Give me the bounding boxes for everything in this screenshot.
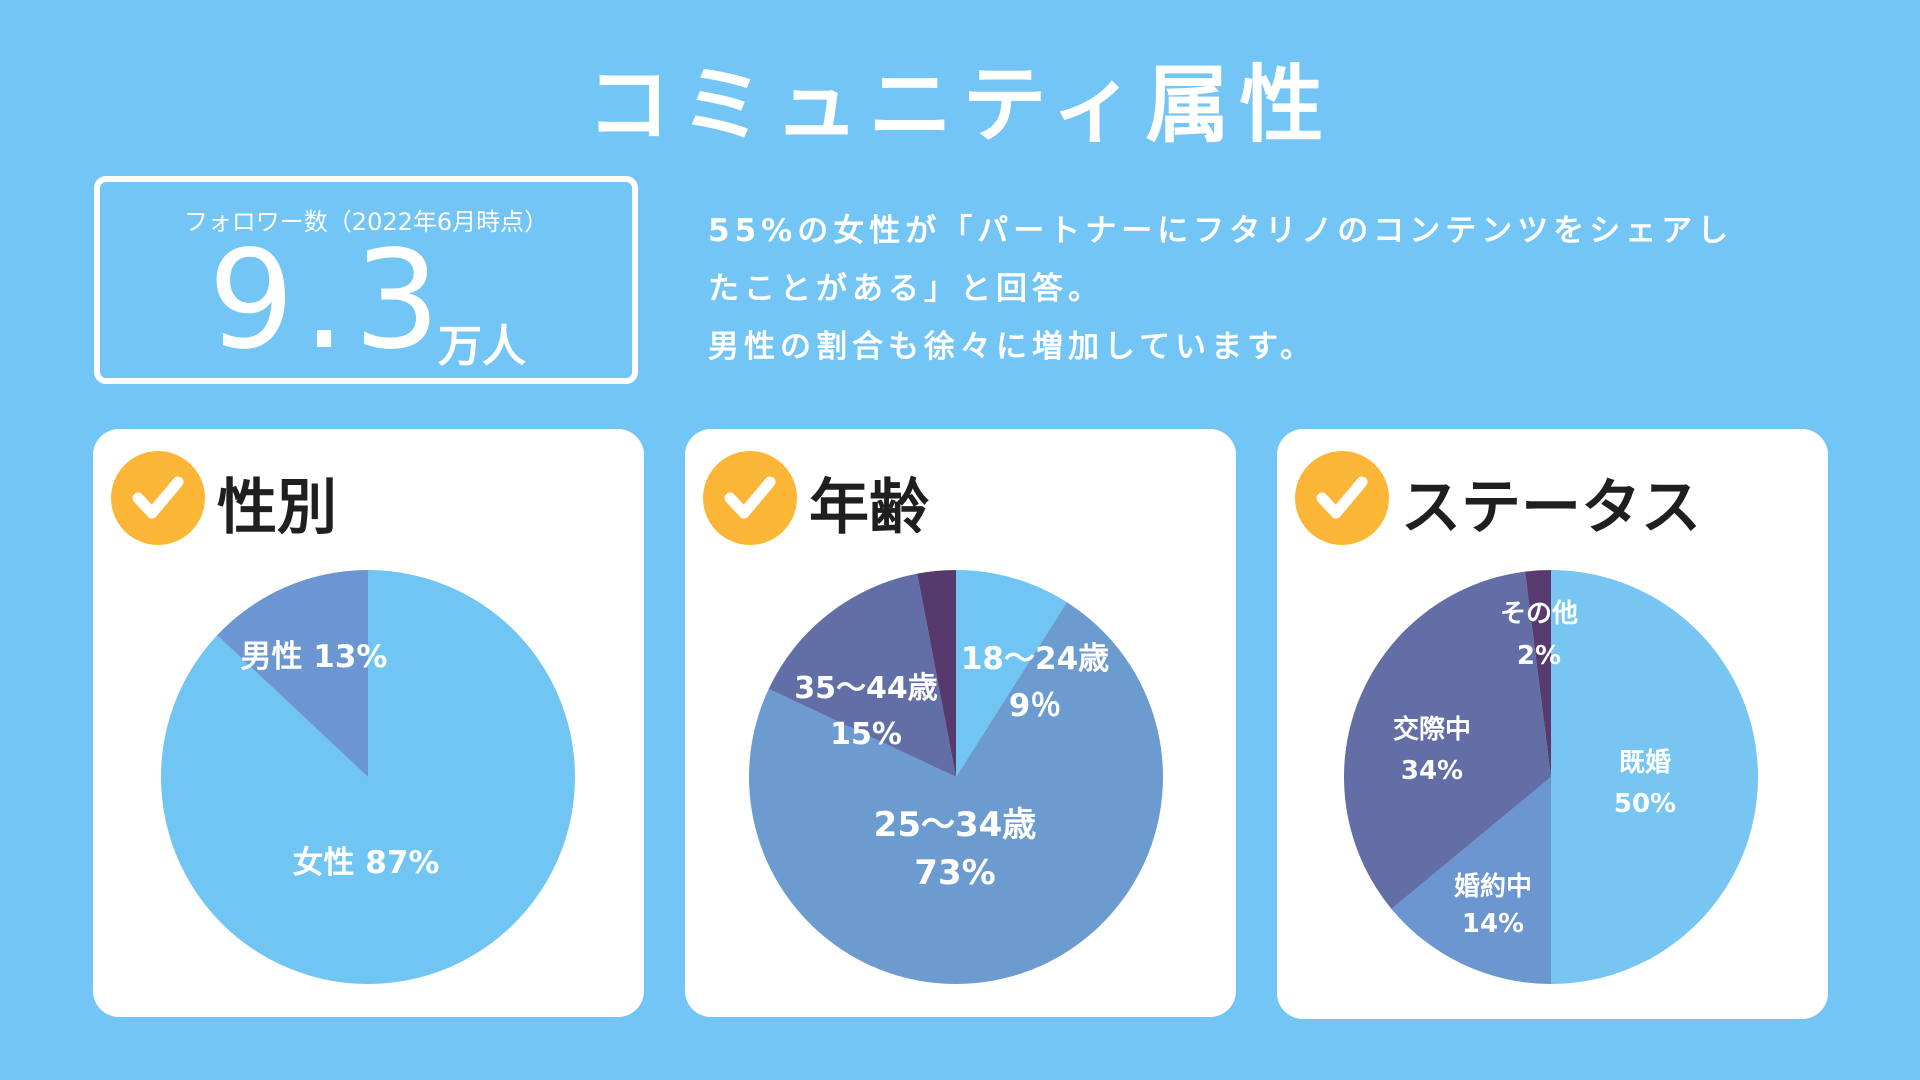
pie-slice — [1391, 777, 1551, 984]
age-pie-chart: 18〜24歳 9％ 25〜34歳 73% 35〜44歳 15% 45歳〜 2% — [748, 530, 1163, 985]
status-pie-chart: 既婚 50% 婚約中 14% 交際中 34% その他 2% — [1344, 570, 1758, 984]
pie-slice — [917, 570, 956, 777]
follower-label: フォロワー数（2022年6月時点） — [183, 208, 549, 236]
follower-unit: 万人 — [438, 321, 526, 372]
slice-label: その他 2% — [1500, 599, 1578, 671]
check-icon — [111, 451, 205, 545]
slice-label: 既婚 50% — [1614, 748, 1676, 819]
follower-value: 9.3 — [208, 222, 449, 380]
slice-label: 25〜34歳 73% — [874, 805, 1037, 893]
page-title: コミュニティ属性 — [586, 56, 1334, 154]
pie-slice — [748, 602, 1163, 985]
slice-label: 35〜44歳 15% — [794, 671, 938, 752]
age-card: 年齢 18〜24歳 9％ 25〜34歳 73% 35〜44歳 15% 45歳〜 2% — [685, 429, 1236, 1017]
summary-line: 55%の女性が「パートナーにフタリノのコンテンツをシェアし — [708, 213, 1734, 249]
pie-slice — [1344, 571, 1551, 909]
summary-line: たことがある」と回答。 — [708, 271, 1104, 307]
status-card: ステータス 既婚 50% 婚約中 14% 交際中 34% その他 2% — [1277, 429, 1828, 1019]
slice-label: 男性 13% — [241, 639, 388, 675]
gender-pie-chart: 女性 87% 男性 13% — [160, 570, 575, 984]
check-icon — [1295, 451, 1389, 545]
pie-slice — [1551, 570, 1758, 984]
check-icon — [703, 451, 797, 545]
slice-label: 45歳〜 2% — [907, 530, 1032, 556]
summary-text: 55%の女性が「パートナーにフタリノのコンテンツをシェアし たことがある」と回答… — [708, 202, 1848, 376]
follower-count-box: フォロワー数（2022年6月時点） 9.3 万人 — [94, 176, 638, 384]
pie-slice — [956, 570, 1067, 777]
slice-label: 女性 87% — [293, 845, 440, 881]
slice-label: 18〜24歳 9％ — [961, 641, 1109, 724]
pie-slice — [768, 573, 956, 777]
summary-line: 男性の割合も徐々に増加しています。 — [708, 329, 1316, 365]
pie-slice — [1525, 570, 1551, 777]
pie-slice — [217, 570, 368, 777]
card-title-age: 年齢 — [809, 473, 929, 543]
slice-label: 交際中 34% — [1393, 714, 1471, 786]
gender-card: 性別 女性 87% 男性 13% — [93, 429, 644, 1017]
slice-label: 婚約中 14% — [1454, 871, 1532, 939]
card-title-gender: 性別 — [217, 473, 337, 543]
card-title-status: ステータス — [1401, 473, 1701, 543]
